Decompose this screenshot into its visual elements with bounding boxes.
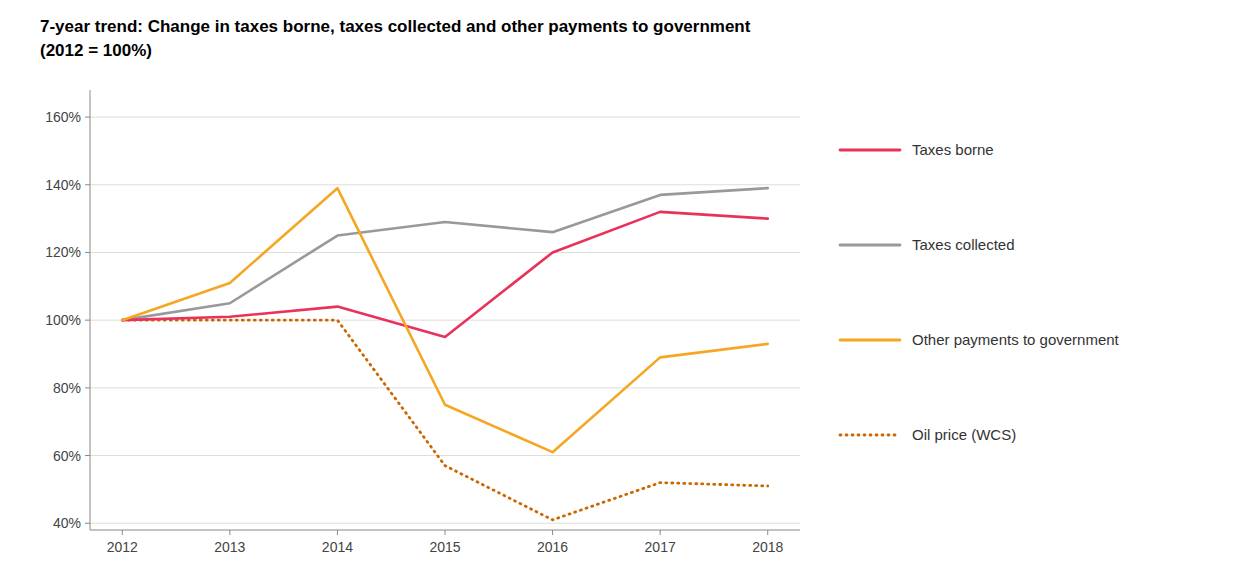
y-axis-line <box>90 90 91 530</box>
legend-label: Other payments to government <box>912 331 1120 348</box>
grid-line <box>90 387 800 388</box>
grid-line <box>90 523 800 524</box>
y-tick <box>85 252 90 253</box>
legend-swatch <box>840 244 900 247</box>
y-tick <box>85 117 90 118</box>
grid <box>90 117 800 523</box>
x-tick-label: 2012 <box>107 539 138 555</box>
subtitle: (2012 = 100%) <box>40 41 152 60</box>
lines <box>122 188 767 520</box>
grid-line <box>90 184 800 185</box>
x-tick <box>552 530 553 535</box>
x-tick <box>337 530 338 535</box>
y-tick-label: 60% <box>53 448 81 464</box>
y-tick <box>85 523 90 524</box>
x-tick <box>229 530 230 535</box>
legend-swatch <box>840 434 900 437</box>
grid-line <box>90 117 800 118</box>
x-tick-label: 2013 <box>214 539 245 555</box>
series-line <box>122 320 767 520</box>
y-tick-label: 140% <box>45 177 81 193</box>
y-tick <box>85 387 90 388</box>
x-tick <box>445 530 446 535</box>
y-tick <box>85 184 90 185</box>
y-tick <box>85 320 90 321</box>
y-tick-label: 40% <box>53 515 81 531</box>
legend-swatch <box>840 339 900 342</box>
x-tick <box>122 530 123 535</box>
series-line <box>122 188 767 452</box>
x-tick-label: 2014 <box>322 539 353 555</box>
x-tick-label: 2015 <box>429 539 460 555</box>
x-tick <box>660 530 661 535</box>
legend: Taxes borne Taxes collected Other payments… <box>840 141 1120 443</box>
grid-line <box>90 455 800 456</box>
y-tick <box>85 455 90 456</box>
y-tick-label: 160% <box>45 109 81 125</box>
legend-label: Taxes collected <box>912 236 1015 253</box>
legend-label: Taxes borne <box>912 141 994 158</box>
y-tick-label: 120% <box>45 244 81 260</box>
y-tick-label: 80% <box>53 380 81 396</box>
x-tick-label: 2017 <box>645 539 676 555</box>
series-line <box>122 188 767 320</box>
x-tick-label: 2018 <box>752 539 783 555</box>
legend-label: Oil price (WCS) <box>912 426 1016 443</box>
chart: 7-year trend: Change in taxes borne, tax… <box>0 0 1240 584</box>
series-line <box>122 212 767 337</box>
y-tick-label: 100% <box>45 312 81 328</box>
grid-line <box>90 252 800 253</box>
title: 7-year trend: Change in taxes borne, tax… <box>40 17 751 36</box>
x-tick-label: 2016 <box>537 539 568 555</box>
x-tick <box>767 530 768 535</box>
legend-swatch <box>840 149 900 152</box>
x-axis-line <box>90 530 800 531</box>
